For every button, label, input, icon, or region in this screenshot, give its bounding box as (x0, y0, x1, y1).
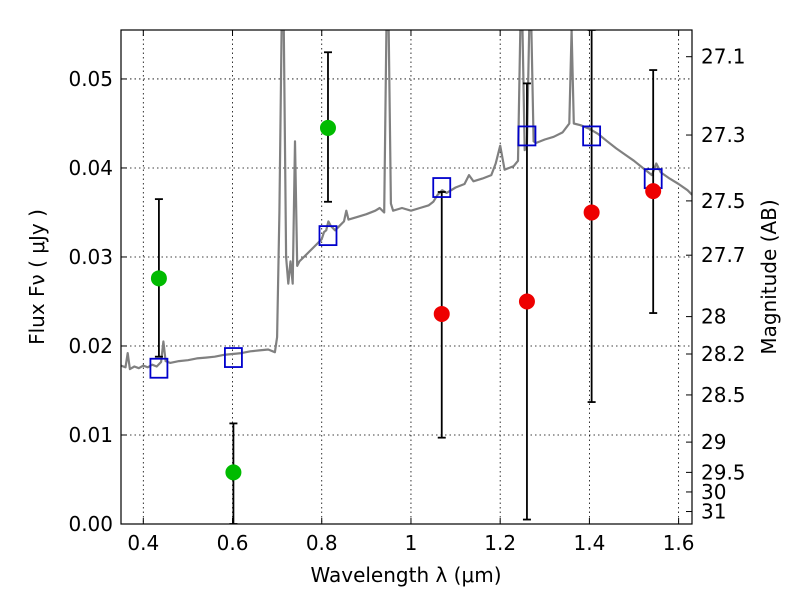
plot-area (121, 30, 692, 524)
observed-flux-point (518, 293, 535, 310)
x-tick-label: 0.4 (127, 531, 159, 555)
x-tick-label: 0.8 (306, 531, 338, 555)
y2-tick-label: 29 (701, 430, 726, 454)
model-band-square (149, 357, 169, 379)
observed-flux-point (583, 204, 600, 221)
plot-frame (120, 29, 693, 525)
y2-tick-label: 27.7 (701, 243, 746, 267)
model-band-square (582, 125, 602, 147)
y-tick-label: 0.03 (68, 245, 113, 269)
y-axis-label: Flux Fν ( μJy ) (25, 209, 49, 345)
y2-tick-label: 27.5 (701, 189, 746, 213)
y-tick-label: 0.02 (68, 334, 113, 358)
observed-flux-point (150, 270, 167, 287)
model-band-square (432, 177, 452, 198)
observed-flux-point (225, 464, 242, 481)
observed-flux-point (645, 183, 662, 200)
y2-tick-label: 28.5 (701, 383, 746, 407)
y-tick-label: 0.04 (68, 156, 113, 180)
y-tick-label: 0.00 (68, 512, 113, 536)
x-tick-label: 1.6 (663, 531, 695, 555)
axes: 0.4 0.6 0.8 1 1.2 1.4 1.6 0.00 0.01 0.02 0.03 0.04 0… (68, 30, 746, 555)
y-tick-label: 0.01 (68, 423, 113, 447)
x-tick-label: 1.4 (573, 531, 605, 555)
observed-flux-point (433, 305, 450, 322)
x-tick-label: 0.6 (217, 531, 249, 555)
y2-tick-label: 28 (701, 305, 726, 329)
grid-lines (121, 30, 692, 525)
x-axis-label: Wavelength λ (μm) (310, 563, 501, 587)
y2-tick-label: 27.3 (701, 123, 746, 147)
x-tick-label: 1.2 (484, 531, 516, 555)
y2-tick-label: 27.1 (701, 45, 746, 69)
model-band-square (517, 125, 537, 147)
observed-flux-point (319, 119, 336, 136)
model-band-square (318, 225, 338, 247)
y2-tick-label: 31 (701, 500, 726, 524)
x-tick-label: 1 (405, 531, 418, 555)
y2-tick-label: 29.5 (701, 460, 746, 484)
y2-tick-label: 30 (701, 480, 726, 504)
y2-tick-label: 28.2 (701, 342, 746, 366)
right-y-axis-label: Magnitude (AB) (757, 199, 781, 354)
y-tick-label: 0.05 (68, 67, 113, 91)
model-spectrum-line (121, 30, 692, 371)
model-band-square (224, 347, 243, 368)
